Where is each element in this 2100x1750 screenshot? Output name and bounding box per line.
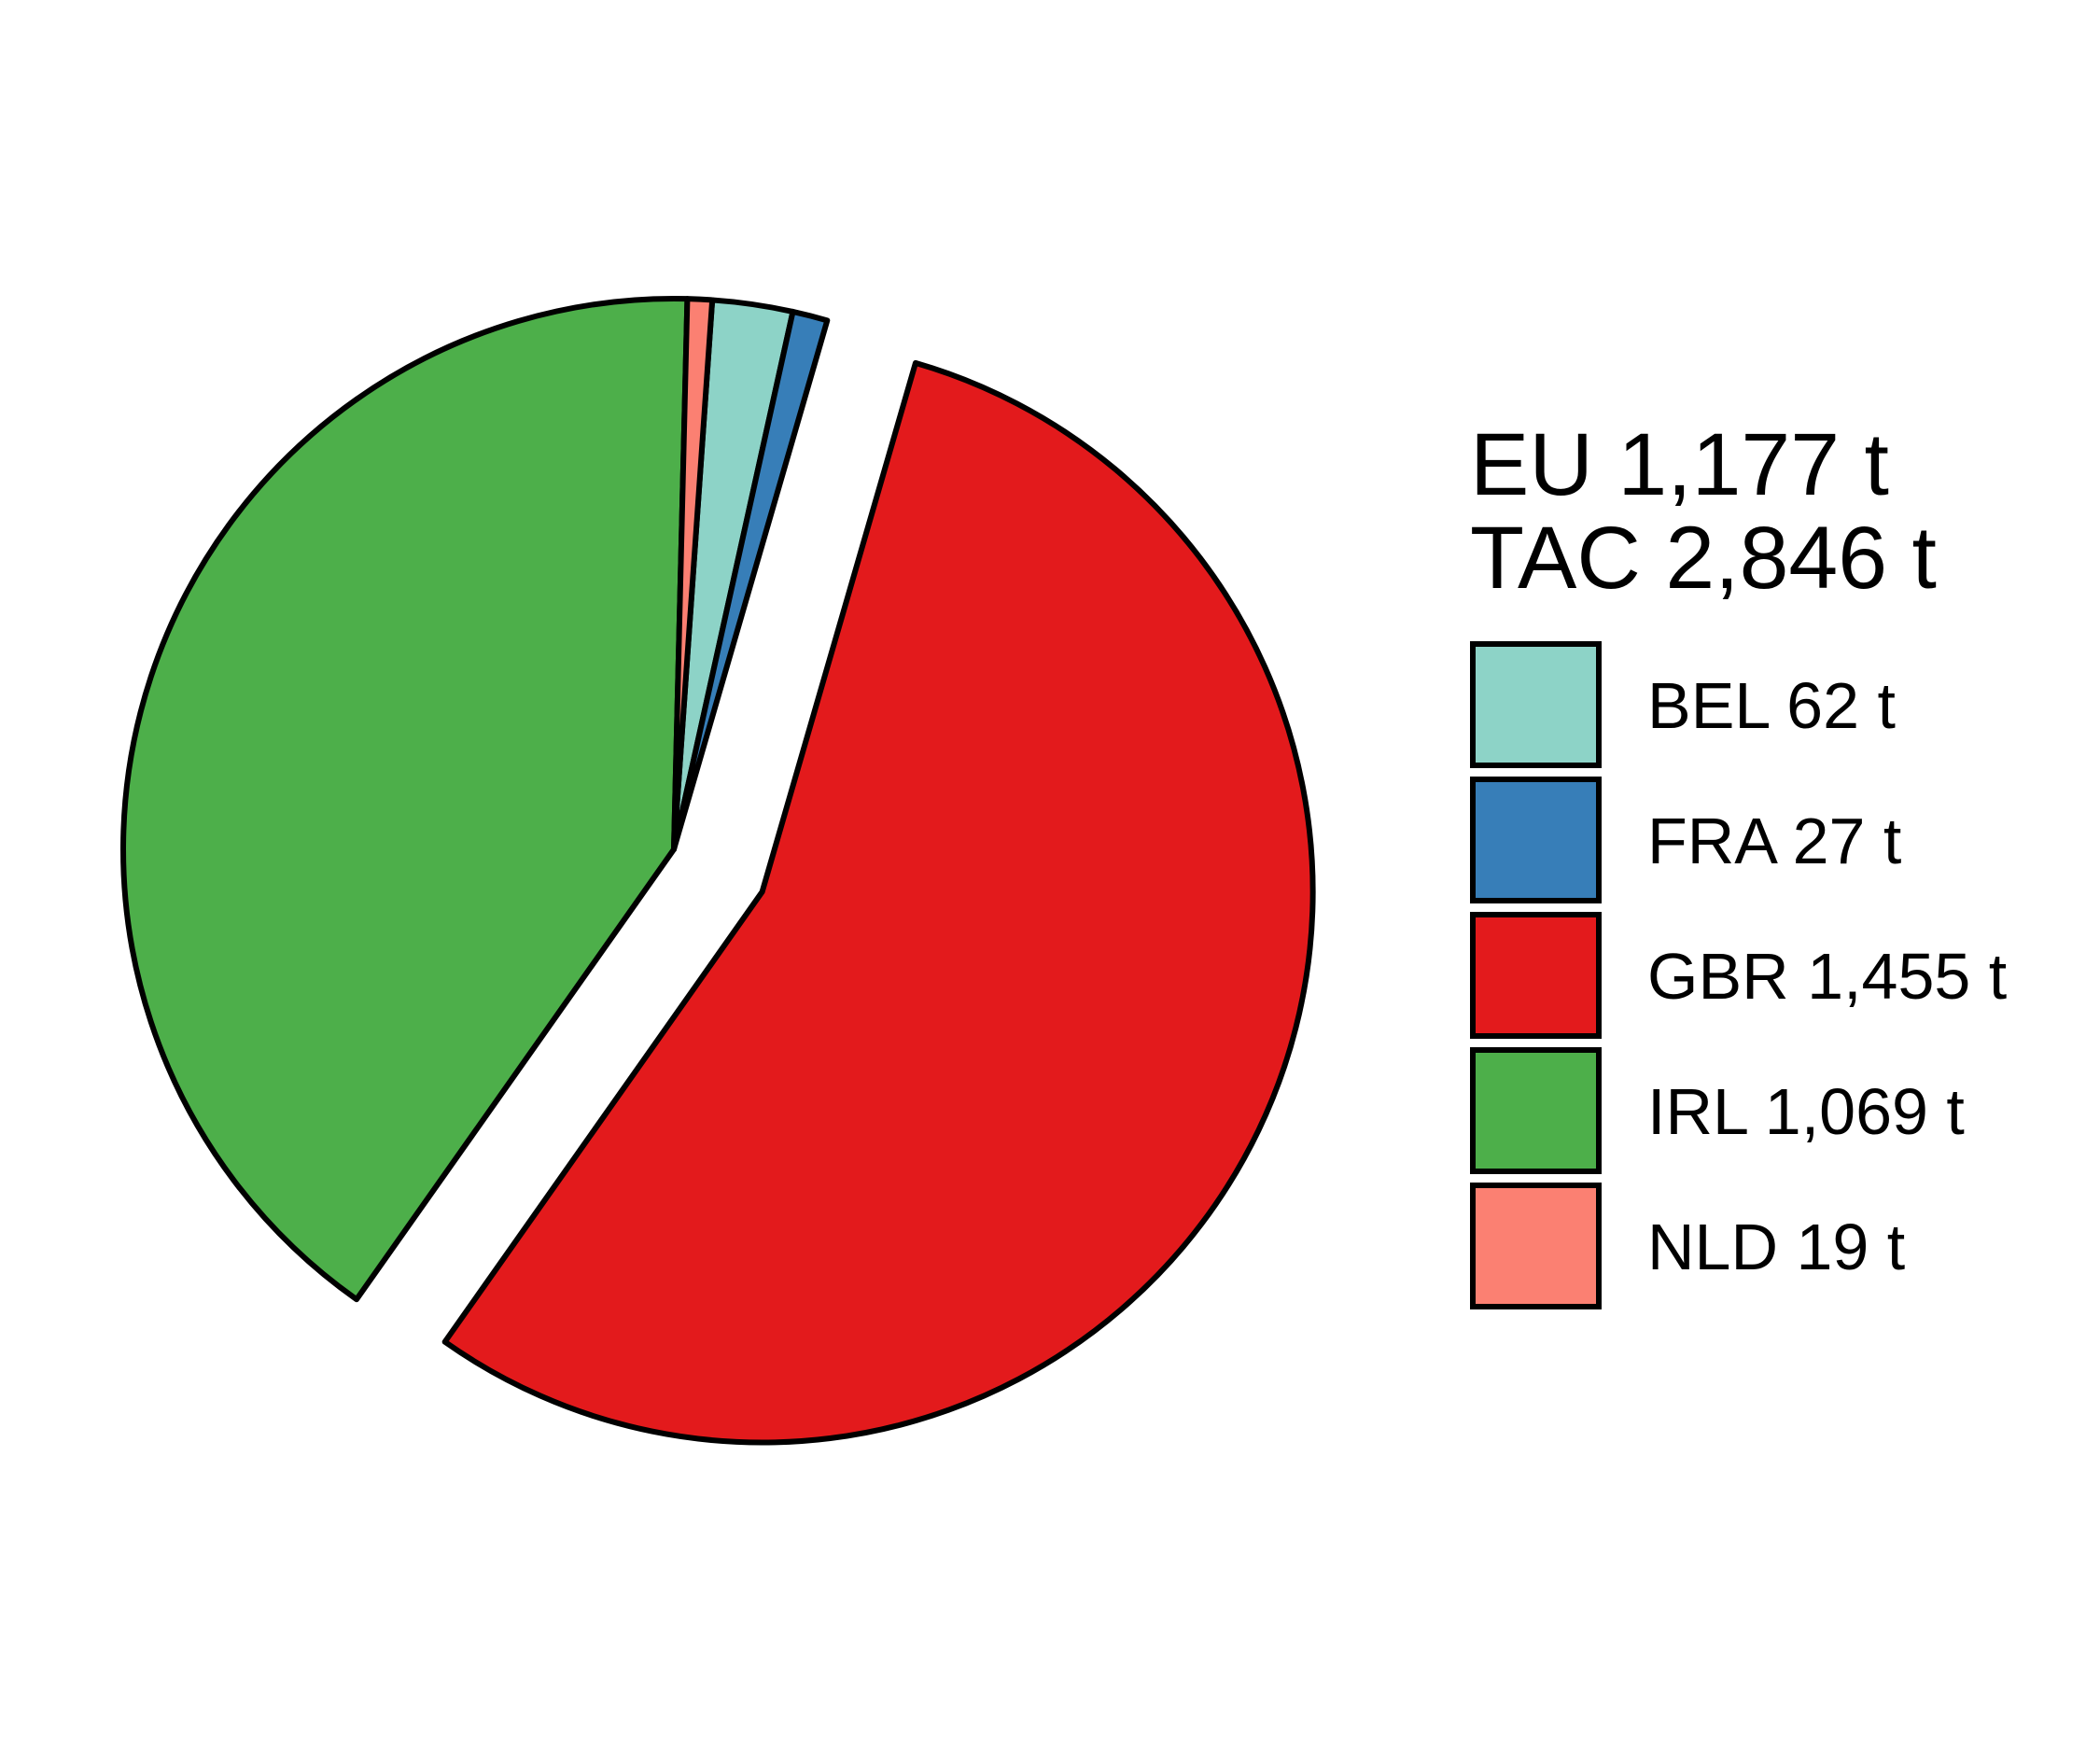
legend-label-gbr: GBR 1,455 t [1647, 940, 2007, 1013]
pie-slices [120, 296, 1316, 1446]
pie-slice-gbr [441, 359, 1316, 1446]
tac-total-label: TAC 2,846 t [1470, 509, 1937, 608]
pie-slice-irl [120, 296, 691, 1303]
legend-label-fra: FRA 27 t [1647, 805, 1901, 877]
legend-label-nld: NLD 19 t [1647, 1211, 1905, 1283]
legend-label-bel: BEL 62 t [1647, 669, 1896, 742]
legend-swatch-bel [1470, 641, 1602, 768]
legend-swatch-gbr [1470, 912, 1602, 1039]
legend-swatch-nld [1470, 1183, 1602, 1309]
pie-slice-nld [671, 296, 716, 852]
legend-swatch-irl [1470, 1047, 1602, 1174]
pie-slice-fra [671, 308, 831, 852]
legend-swatch-fra [1470, 777, 1602, 903]
eu-total-label: EU 1,177 t [1470, 415, 1889, 514]
legend-items: BEL 62 t FRA 27 t GBR 1,455 t IRL 1,069 t NL… [1470, 641, 2007, 1309]
legend-label-irl: IRL 1,069 t [1647, 1075, 1965, 1148]
legend: EU 1,177 t TAC 2,846 t BEL 62 t FRA 27 t G… [1470, 415, 2007, 1309]
